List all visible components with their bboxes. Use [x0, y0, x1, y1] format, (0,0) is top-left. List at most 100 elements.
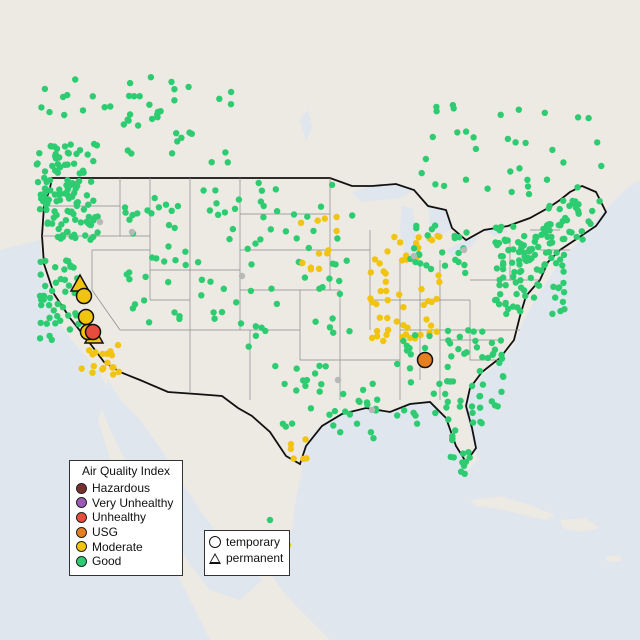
station-good [445, 337, 452, 344]
station-good [77, 219, 85, 226]
station-good [524, 183, 532, 190]
station-good [500, 274, 507, 281]
usg-swatch-icon [76, 526, 87, 538]
station-good [560, 159, 567, 166]
station-good [559, 298, 567, 306]
station-good [455, 249, 462, 257]
station-good [507, 168, 514, 175]
unhealthy-swatch-icon [76, 511, 87, 523]
station-good [70, 160, 78, 167]
station-good [61, 266, 68, 273]
station-good [51, 191, 59, 198]
station-good [224, 159, 231, 166]
station-good [559, 262, 566, 269]
temporary-usg-marker [416, 351, 434, 369]
station-good [561, 306, 568, 313]
station-good [446, 378, 454, 385]
station-good [90, 197, 97, 204]
station-good [178, 134, 185, 141]
station-good [54, 300, 61, 308]
station-good [525, 247, 533, 254]
station-good [359, 386, 367, 394]
station-good [272, 362, 279, 370]
station-good [468, 403, 476, 410]
station-good [84, 151, 91, 158]
station-good [233, 299, 240, 306]
station-good [200, 187, 207, 194]
station-good [40, 296, 47, 303]
station-good [410, 245, 418, 252]
station-good [521, 249, 528, 257]
station-good [121, 204, 129, 211]
station-good [450, 454, 457, 461]
station-good [244, 245, 251, 252]
station-good [47, 187, 54, 194]
station-good [498, 351, 505, 359]
station-good [527, 274, 534, 282]
station-good [470, 134, 477, 141]
station-moderate [406, 334, 414, 342]
station-moderate [412, 240, 420, 247]
station-good [176, 315, 183, 323]
station-good [66, 326, 74, 333]
station-moderate [380, 268, 387, 275]
station-good [400, 337, 407, 345]
station-moderate [400, 304, 407, 311]
station-good [472, 145, 480, 153]
station-good [520, 287, 528, 294]
station-good [56, 186, 63, 193]
station-good [260, 214, 267, 221]
station-good [516, 165, 523, 172]
station-good [90, 140, 98, 148]
station-moderate [404, 324, 411, 331]
station-good [457, 397, 464, 404]
station-good [479, 381, 487, 388]
station-good [33, 161, 40, 168]
station-moderate [376, 314, 383, 321]
station-good [456, 403, 464, 410]
station-good [89, 93, 97, 100]
station-moderate [420, 301, 428, 309]
station-good [573, 233, 580, 241]
station-good [131, 301, 139, 308]
station-good [216, 95, 223, 103]
station-good [488, 398, 495, 405]
legend-label: Unhealthy [92, 510, 147, 525]
station-good [406, 365, 414, 372]
station-good [126, 111, 134, 118]
station-good [515, 239, 522, 246]
station-good [426, 332, 433, 340]
station-good [60, 111, 68, 119]
station-good [134, 122, 142, 129]
station-good [349, 212, 356, 219]
station-good [43, 320, 50, 327]
station-moderate [391, 233, 398, 241]
station-good [497, 291, 504, 298]
temporary-moderate-marker [75, 287, 93, 305]
station-good [255, 179, 262, 187]
station-good [563, 217, 571, 224]
station-good [566, 228, 573, 235]
station-good [331, 407, 339, 415]
station-good [524, 176, 531, 183]
station-good [258, 187, 266, 194]
station-good [64, 207, 71, 215]
station-moderate [435, 272, 442, 279]
station-moderate [368, 334, 376, 342]
station-good [363, 399, 371, 406]
station-good [560, 268, 567, 275]
station-good [560, 197, 567, 204]
station-moderate [383, 331, 390, 339]
station-good [459, 450, 467, 457]
station-good [80, 206, 88, 213]
station-good [575, 201, 582, 208]
station-no-data [368, 406, 376, 414]
station-good [252, 323, 259, 330]
station-good [56, 196, 64, 204]
station-good [37, 319, 44, 327]
station-good [36, 335, 44, 342]
station-moderate [321, 215, 328, 222]
station-good [171, 224, 178, 232]
station-good [82, 232, 89, 239]
station-good [46, 108, 53, 116]
